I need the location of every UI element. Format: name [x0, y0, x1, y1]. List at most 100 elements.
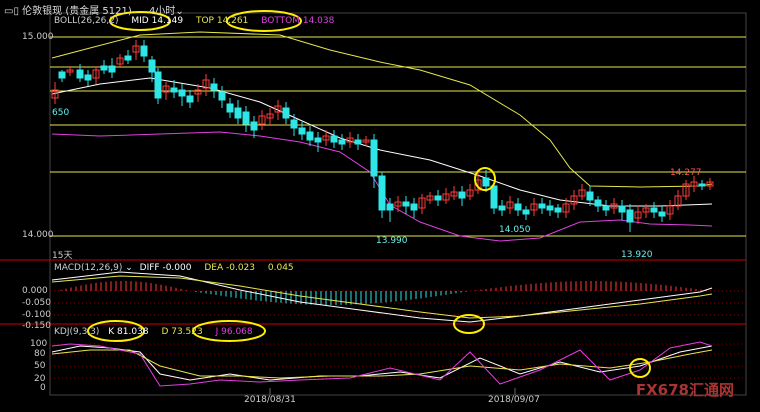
candle-body	[610, 203, 618, 209]
price-axis-bottom: 14.000	[22, 230, 54, 240]
window-title-bar: ▭▯ 伦敦银现 (贵金属 5121) 4小时⌄	[4, 2, 184, 17]
macd-diff-value: DIFF -0.000	[139, 263, 192, 273]
low-annotation-a: 13.990	[376, 236, 408, 246]
macd-value: 0.045	[267, 263, 294, 273]
candle-body	[370, 139, 378, 177]
price-axis-top: 15.000	[22, 32, 54, 42]
macd-tick-2: -0.100	[22, 310, 52, 320]
high-annotation: 14.277	[670, 168, 702, 178]
boll-legend: BOLL(26,26,2) MID 14.149 TOP 14.261 BOTT…	[54, 16, 334, 26]
candle-body	[514, 203, 522, 211]
menu-icon[interactable]: ▭▯	[4, 6, 19, 17]
candle-body	[92, 69, 100, 79]
candle-body	[578, 189, 586, 197]
timeframe-selector[interactable]: 4小时⌄	[148, 6, 184, 17]
candle-body	[58, 71, 66, 79]
kdj-d-line	[51, 349, 713, 379]
kdj-label: KDJ(9,3,3)	[54, 327, 100, 337]
candle-body	[362, 139, 370, 143]
boll-top-value: TOP 14.261	[195, 16, 249, 26]
candle-body	[386, 203, 394, 211]
candle-body	[194, 89, 202, 95]
boll-bottom-value: BOTTOM 14.038	[261, 16, 335, 26]
candle-body	[618, 205, 626, 213]
candle-body	[554, 207, 562, 213]
macd-dea-value: DEA -0.023	[204, 263, 255, 273]
candle-body	[226, 103, 234, 113]
candle-body	[140, 45, 148, 57]
highlight-k-ellipse	[87, 320, 145, 342]
candle-body	[84, 74, 92, 81]
candle-body	[242, 111, 250, 125]
boll-mid-band	[51, 77, 713, 207]
candle-body	[66, 69, 74, 73]
candle-body	[602, 205, 610, 211]
candle-body	[666, 205, 674, 215]
macd-label: MACD(12,26,9)	[54, 263, 123, 273]
date-label-2: 2018/09/07	[488, 395, 540, 405]
candle-body	[170, 87, 178, 93]
candle-body	[306, 131, 314, 141]
candle-body	[410, 203, 418, 211]
kdj-k-line	[51, 345, 713, 381]
boll-lower-band	[51, 131, 713, 242]
candle-body	[258, 115, 266, 125]
candle-body	[402, 201, 410, 207]
highlight-mid-ellipse	[109, 11, 171, 31]
candle-body	[108, 65, 116, 73]
candle-body	[522, 209, 530, 215]
candle-body	[186, 95, 194, 103]
candle-body	[154, 71, 162, 99]
kdj-tick-20: 20	[34, 374, 46, 384]
kdj-tick-50: 50	[34, 361, 46, 371]
candle-body	[51, 89, 59, 99]
candle-body	[148, 59, 156, 73]
macd-tick-3: -0.150	[22, 321, 52, 331]
fx678-watermark: FX678汇通网	[635, 381, 734, 399]
candle-body	[538, 203, 546, 209]
chart-frame	[49, 12, 747, 396]
candle-body	[634, 211, 642, 219]
candle-body	[100, 65, 108, 71]
candle-body	[458, 191, 466, 199]
candle-body	[202, 79, 210, 89]
candle-body	[298, 127, 306, 135]
date-label-1: 2018/08/31	[244, 395, 296, 405]
low-annotation-b: 14.050	[499, 225, 531, 235]
candle-body	[434, 195, 442, 201]
highlight-kdj-ellipse	[629, 358, 651, 378]
candle-body	[482, 177, 490, 187]
candle-body	[322, 135, 330, 141]
candle-body	[674, 195, 682, 207]
macd-legend: MACD(12,26,9) ⌄ DIFF -0.000 DEA -0.023 0…	[54, 263, 294, 273]
candle-body	[594, 199, 602, 207]
candle-body	[474, 179, 482, 191]
candle-body	[218, 91, 226, 101]
candle-body	[562, 203, 570, 213]
candle-body	[354, 139, 362, 145]
low-annotation-c: 13.920	[621, 250, 653, 260]
highlight-bottom-ellipse	[226, 10, 302, 32]
candle-body	[274, 105, 282, 113]
candle-body	[162, 85, 170, 93]
kdj-tick-80: 80	[34, 349, 46, 359]
macd-dea-line	[51, 275, 713, 319]
candle-body	[642, 207, 650, 213]
candle-body	[490, 185, 498, 209]
candle-body	[450, 191, 458, 197]
candle-body	[706, 181, 714, 187]
candle-body	[378, 175, 386, 211]
candle-body	[330, 135, 338, 143]
candle-body	[250, 121, 258, 131]
candle-body	[234, 107, 242, 119]
candle-body	[132, 45, 140, 53]
candle-body	[426, 195, 434, 201]
macd-dropdown-icon[interactable]: ⌄	[125, 263, 133, 273]
kdj-tick-0: 0	[40, 383, 46, 393]
candle-body	[346, 137, 354, 143]
candle-body	[282, 107, 290, 119]
candle-body	[76, 69, 84, 79]
kdj-legend: KDJ(9,3,3) K 81.038 D 73.523 J 96.068	[54, 327, 253, 337]
candle-body	[586, 191, 594, 201]
